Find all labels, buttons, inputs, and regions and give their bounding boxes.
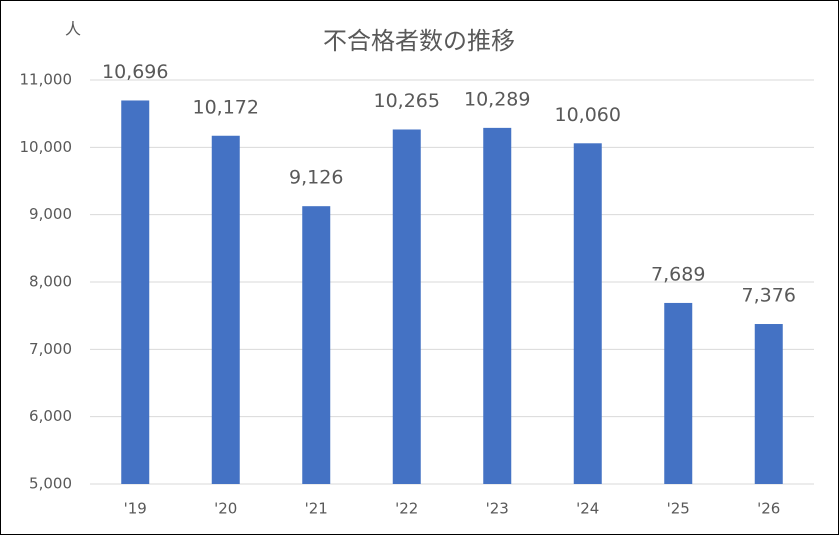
- y-tick-label: 8,000: [29, 273, 72, 291]
- y-tick-label: 6,000: [29, 407, 72, 425]
- bar: [392, 129, 421, 485]
- chart-title: 不合格者数の推移: [323, 27, 515, 55]
- x-tick-label: '21: [305, 500, 328, 518]
- x-tick-label: '24: [576, 500, 599, 518]
- value-label: 10,289: [464, 88, 530, 110]
- value-label: 10,172: [193, 96, 259, 118]
- y-tick-label: 11,000: [20, 71, 73, 89]
- x-tick-label: '26: [757, 500, 780, 518]
- y-tick-label: 5,000: [29, 475, 72, 493]
- value-label: 10,696: [102, 61, 168, 83]
- value-label: 7,376: [742, 285, 796, 307]
- y-tick-label: 9,000: [29, 205, 72, 223]
- x-tick-label: '19: [124, 500, 147, 518]
- x-tick-label: '23: [486, 500, 509, 518]
- value-label: 7,689: [651, 263, 705, 285]
- x-tick-label: '22: [395, 500, 418, 518]
- bar: [754, 324, 783, 484]
- x-tick-label: '25: [667, 500, 690, 518]
- value-label: 10,265: [374, 90, 440, 112]
- value-label: 10,060: [555, 104, 621, 126]
- bar: [664, 302, 693, 484]
- bar: [302, 206, 331, 484]
- value-label: 9,126: [289, 167, 343, 189]
- bar: [483, 127, 512, 485]
- bar: [573, 143, 602, 484]
- y-tick-label: 7,000: [29, 340, 72, 358]
- bar: [121, 100, 150, 484]
- y-tick-label: 10,000: [20, 138, 73, 156]
- x-tick-label: '20: [214, 500, 237, 518]
- bar: [211, 135, 240, 484]
- y-unit-label: 人: [65, 20, 81, 39]
